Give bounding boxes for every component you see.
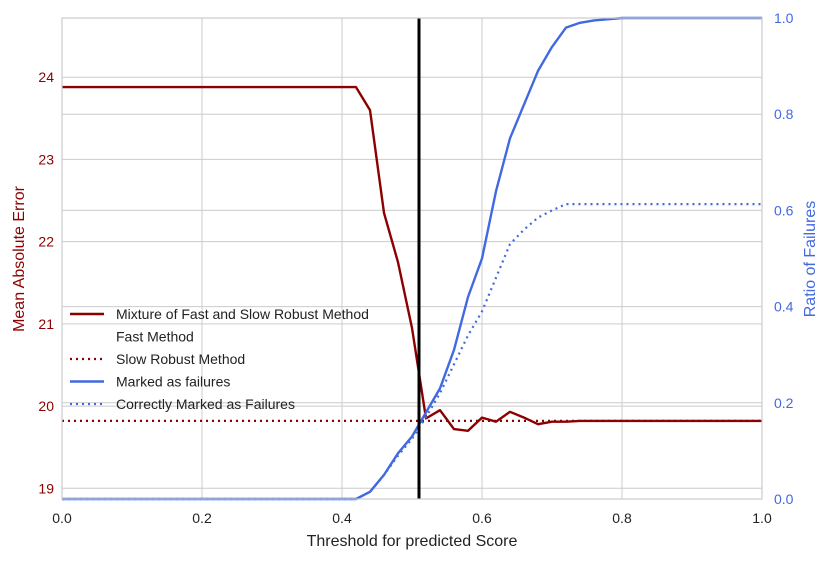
- legend-label: Correctly Marked as Failures: [116, 396, 295, 412]
- x-tick-label: 0.4: [332, 510, 352, 526]
- series-line-3: [62, 16, 762, 501]
- left-tick-label: 20: [38, 398, 54, 414]
- plot-frame: [61, 17, 763, 500]
- right-axis-title: Ratio of Failures: [802, 201, 819, 318]
- right-tick-label: 0.0: [774, 491, 794, 507]
- right-tick-label: 0.6: [774, 202, 794, 218]
- x-tick-label: 0.0: [52, 510, 72, 526]
- left-tick-label: 23: [38, 151, 54, 167]
- x-tick-label: 0.2: [192, 510, 212, 526]
- tick-labels: 0.0 0.2 0.4 0.6 0.8 1.0 19 20 21 22 23 24 0.0 0.2 0.4 0…: [38, 10, 793, 526]
- right-tick-label: 0.2: [774, 395, 794, 411]
- left-axis-title: Mean Absolute Error: [11, 185, 28, 332]
- legend-label: Mixture of Fast and Slow Robust Method: [116, 306, 369, 322]
- x-axis-title: Threshold for predicted Score: [307, 533, 518, 550]
- left-tick-label: 19: [38, 480, 54, 496]
- legend-label: Fast Method: [116, 329, 194, 345]
- x-tick-label: 0.8: [612, 510, 632, 526]
- series-lines: [62, 16, 762, 501]
- right-tick-label: 0.8: [774, 106, 794, 122]
- left-tick-label: 21: [38, 316, 54, 332]
- left-tick-label: 24: [38, 69, 54, 85]
- series-line-0: [62, 85, 762, 432]
- x-tick-label: 1.0: [752, 510, 772, 526]
- grid: [61, 17, 763, 500]
- legend-label: Marked as failures: [116, 374, 230, 390]
- series-line-4: [62, 203, 762, 501]
- right-tick-label: 0.4: [774, 299, 794, 315]
- legend: Mixture of Fast and Slow Robust Method Fa…: [70, 306, 369, 412]
- left-tick-label: 22: [38, 234, 54, 250]
- legend-label: Slow Robust Method: [116, 351, 245, 367]
- plot-border: [61, 17, 763, 500]
- x-tick-label: 0.6: [472, 510, 492, 526]
- right-tick-label: 1.0: [774, 10, 794, 26]
